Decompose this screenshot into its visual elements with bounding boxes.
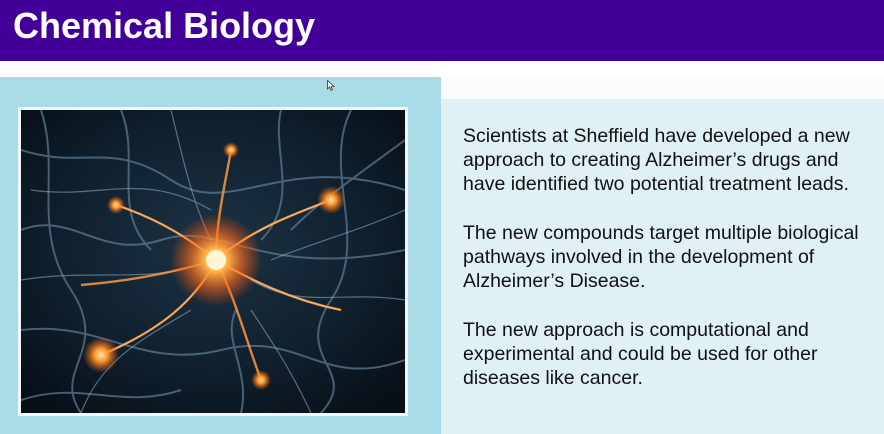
text-panel	[441, 99, 884, 434]
neuron-network-image	[21, 110, 405, 413]
header-gap	[0, 61, 884, 77]
mouse-pointer-icon	[327, 78, 336, 91]
paragraph-1: Scientists at Sheffield have developed a…	[463, 125, 850, 195]
slide-body: Scientists at Sheffield have developed a…	[463, 124, 863, 415]
paragraph-2: The new compounds target multiple biolog…	[463, 222, 859, 292]
right-top-strip	[441, 77, 884, 99]
title-bar: Chemical Biology	[0, 0, 884, 61]
paragraph-3: The new approach is computational and ex…	[463, 319, 818, 389]
slide-title: Chemical Biology	[13, 5, 316, 46]
